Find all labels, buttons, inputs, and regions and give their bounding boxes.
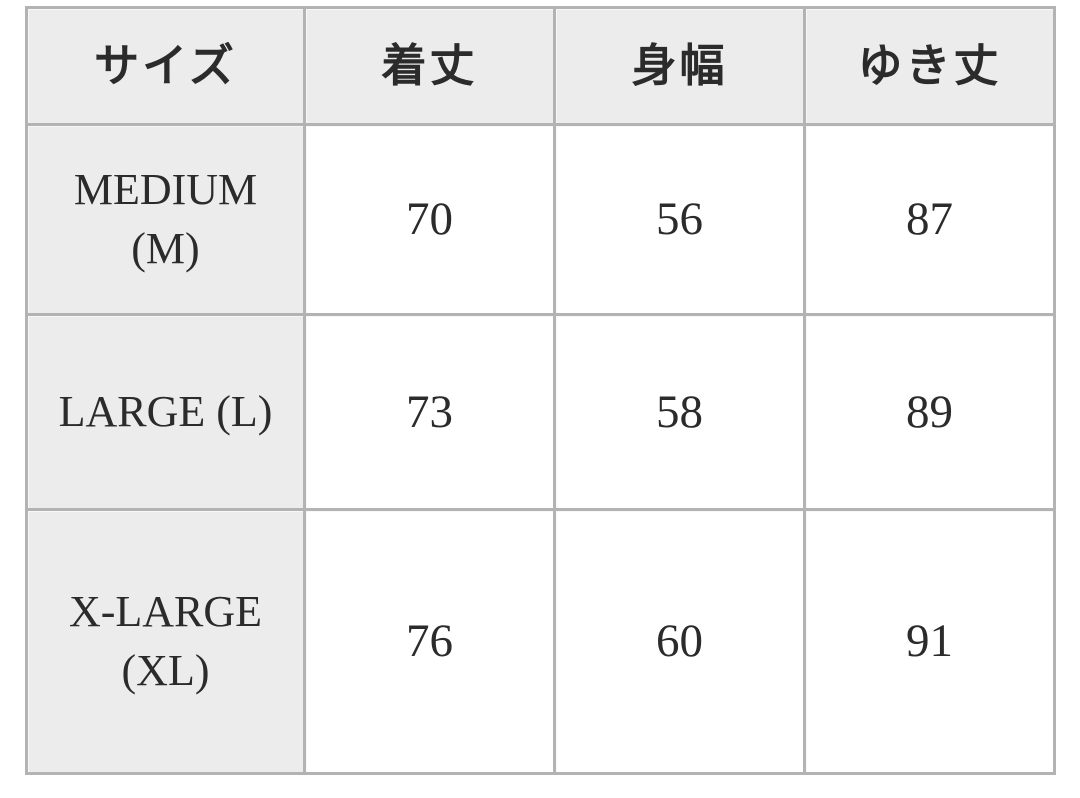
table-header: サイズ 着丈 身幅 ゆき丈 [28, 9, 1056, 126]
column-header-size: サイズ [28, 9, 306, 126]
table-row: MEDIUM (M) 70 56 87 [28, 126, 1056, 316]
size-chart-table: サイズ 着丈 身幅 ゆき丈 MEDIUM (M) 70 56 87 LARGE … [25, 6, 1056, 775]
column-header-body-length: 着丈 [306, 9, 556, 126]
cell-large-chest-width: 58 [556, 316, 806, 511]
column-header-chest-width: 身幅 [556, 9, 806, 126]
row-header-size-large: LARGE (L) [28, 316, 306, 511]
table-row: LARGE (L) 73 58 89 [28, 316, 1056, 511]
cell-xlarge-body-length: 76 [306, 511, 556, 775]
table-body: MEDIUM (M) 70 56 87 LARGE (L) 73 58 89 X… [28, 126, 1056, 775]
size-chart-container: サイズ 着丈 身幅 ゆき丈 MEDIUM (M) 70 56 87 LARGE … [25, 6, 1056, 775]
cell-large-sleeve-length: 89 [806, 316, 1056, 511]
cell-xlarge-chest-width: 60 [556, 511, 806, 775]
table-header-row: サイズ 着丈 身幅 ゆき丈 [28, 9, 1056, 126]
cell-medium-chest-width: 56 [556, 126, 806, 316]
cell-large-body-length: 73 [306, 316, 556, 511]
row-header-size-medium: MEDIUM (M) [28, 126, 306, 316]
cell-medium-body-length: 70 [306, 126, 556, 316]
cell-medium-sleeve-length: 87 [806, 126, 1056, 316]
table-row: X-LARGE (XL) 76 60 91 [28, 511, 1056, 775]
cell-xlarge-sleeve-length: 91 [806, 511, 1056, 775]
row-header-size-xlarge: X-LARGE (XL) [28, 511, 306, 775]
column-header-sleeve-length: ゆき丈 [806, 9, 1056, 126]
